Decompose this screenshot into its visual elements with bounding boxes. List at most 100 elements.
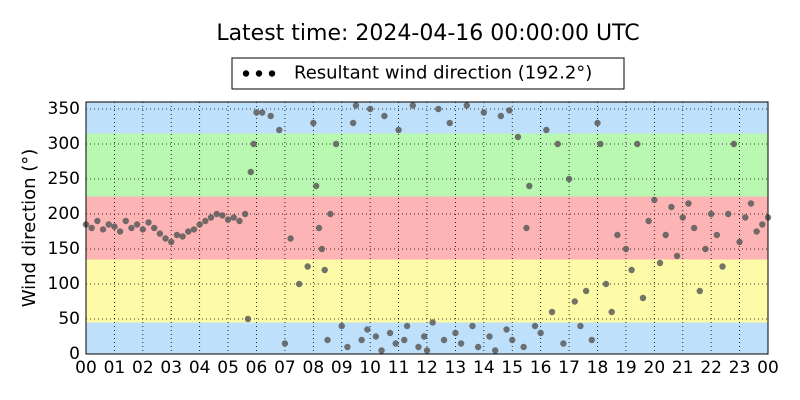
point [133,221,141,228]
point [719,263,726,270]
point [358,336,365,344]
point [639,294,647,302]
point [548,308,556,316]
point [185,228,192,235]
point [352,102,360,109]
legend-label: Resultant wind direction (192.2°) [294,63,592,84]
point [602,280,610,288]
point [526,182,533,190]
plot-frame [85,101,769,355]
point [594,119,601,127]
point [571,298,578,305]
point [480,109,488,116]
point [349,119,357,127]
x-tick-label: 05 [217,358,239,378]
point [537,329,544,337]
x-tick-label: 14 [473,358,495,378]
point [338,322,345,330]
point [122,217,129,225]
point [492,347,499,354]
point [645,217,652,225]
point [656,259,664,267]
x-tick-label: 15 [501,358,523,378]
x-tick-label: 19 [615,358,637,378]
point [386,329,394,337]
point [707,210,715,218]
point [673,252,681,260]
x-tick-label: 22 [700,358,722,378]
point [503,326,510,333]
legend-marker [242,70,250,77]
point [423,347,431,354]
point [506,107,513,114]
point [241,210,249,218]
point [531,322,539,330]
point [267,112,274,120]
y-tick-label: 250 [48,169,80,189]
chart-title: Latest time: 2024-04-16 00:00:00 UTC [216,21,639,46]
point [392,340,399,347]
x-tick-label: 17 [558,358,580,378]
point [364,326,371,333]
point [435,105,442,113]
point [452,329,459,337]
x-tick-label: 08 [303,358,325,378]
point [543,126,550,134]
y-tick-label: 50 [58,309,80,329]
point [622,245,630,253]
point [614,231,621,239]
point [702,245,709,253]
point [588,336,596,344]
point [105,221,112,228]
point [207,214,215,221]
point [634,140,641,148]
x-tick-label: 23 [729,358,751,378]
point [344,343,351,351]
point [469,322,476,330]
x-tick-label: 21 [672,358,694,378]
x-tick-label: 11 [388,358,410,378]
point [94,217,101,225]
point [730,140,738,148]
point [327,210,334,218]
point [554,140,561,148]
point [463,102,470,109]
point [651,196,658,204]
y-tick-label: 300 [48,134,80,154]
point [236,217,243,225]
point [304,263,311,270]
x-tick-label: 03 [160,358,182,378]
point [420,333,428,340]
y-tick-label: 150 [48,239,80,259]
x-tick-label: 16 [530,358,552,378]
point [523,224,530,232]
point [597,140,604,148]
point [99,226,107,233]
point [116,228,124,235]
point [401,336,408,344]
point [520,343,527,351]
x-tick-label: 00 [757,358,779,378]
point [173,231,181,239]
x-tick-label: 09 [331,358,353,378]
point [145,219,152,226]
point [759,221,766,228]
point [753,228,760,235]
point [287,235,294,242]
point [696,287,703,295]
y-tick-label: 100 [48,274,80,294]
point [190,226,198,233]
point [324,336,331,344]
point [372,333,380,340]
point [685,200,692,207]
band [86,102,768,134]
y-tick-label: 0 [69,344,80,364]
point [628,266,635,274]
point [196,221,203,228]
point [281,340,289,347]
point [318,245,326,253]
point [378,347,385,354]
point [88,224,95,232]
point [457,340,465,347]
x-tick-label: 12 [416,358,438,378]
